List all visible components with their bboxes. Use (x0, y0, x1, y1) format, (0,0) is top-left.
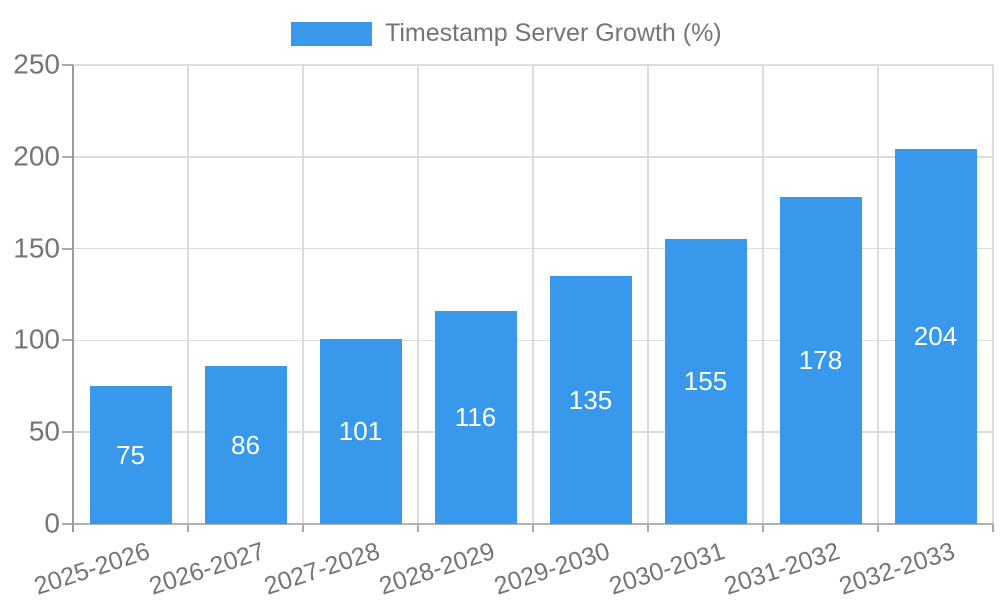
v-gridline (877, 65, 879, 524)
v-gridline (992, 65, 994, 524)
bar-value-label: 135 (568, 384, 613, 415)
x-tick-mark (532, 524, 534, 532)
y-tick-mark (62, 155, 73, 158)
plot-area: 0 50 100 150 200 250 75 86 101 116 135 155 178 204 202… (13, 48, 994, 600)
x-axis-label: 2031-2032 (720, 537, 844, 600)
v-gridline (417, 65, 419, 524)
y-tick-mark (62, 431, 73, 434)
bar[interactable]: 204 (894, 149, 977, 524)
bar-value-label: 86 (231, 429, 260, 460)
x-tick-mark (647, 524, 649, 532)
v-gridline (647, 65, 649, 524)
y-tick-mark (62, 64, 73, 66)
x-axis-label: 2027-2028 (260, 537, 384, 600)
x-tick-mark (992, 524, 994, 532)
bar[interactable]: 86 (204, 366, 287, 524)
bar[interactable]: 178 (779, 197, 862, 524)
y-tick-mark (62, 523, 73, 525)
bar[interactable]: 135 (549, 276, 632, 524)
x-tick-mark (302, 524, 304, 532)
legend-item[interactable]: Timestamp Server Growth (%) (291, 19, 722, 48)
x-axis-label: 2028-2029 (375, 537, 499, 600)
bar-value-label: 178 (798, 345, 843, 376)
v-gridline (187, 65, 189, 524)
x-axis-label: 2025-2026 (30, 537, 154, 600)
y-tick-label: 50 (28, 415, 60, 447)
y-axis-line (72, 65, 74, 532)
x-axis-label: 2032-2033 (835, 537, 959, 600)
y-tick-label: 100 (13, 323, 60, 355)
v-gridline (532, 65, 534, 524)
legend-label: Timestamp Server Growth (%) (385, 19, 722, 47)
x-tick-mark (187, 524, 189, 532)
v-gridline (302, 65, 304, 524)
bar-value-label: 204 (913, 321, 958, 352)
x-axis-label: 2026-2027 (145, 537, 269, 600)
bar-value-label: 155 (683, 366, 728, 397)
y-tick-label: 0 (44, 507, 60, 539)
y-tick-mark (62, 247, 73, 250)
y-tick-label: 250 (13, 48, 60, 80)
y-tick-mark (62, 339, 73, 342)
bar[interactable]: 155 (664, 239, 747, 524)
v-gridline (762, 65, 764, 524)
y-tick-label: 150 (13, 231, 60, 263)
x-axis-line (71, 523, 994, 525)
bar-value-label: 116 (454, 402, 497, 433)
bar[interactable]: 75 (89, 386, 172, 524)
bar-value-label: 75 (116, 439, 145, 470)
x-tick-mark (877, 524, 879, 532)
legend-swatch (291, 21, 372, 46)
bar[interactable]: 101 (319, 338, 402, 524)
x-axis-label: 2030-2031 (605, 537, 729, 600)
x-tick-mark (417, 524, 419, 532)
x-axis-label: 2029-2030 (490, 537, 614, 600)
bar[interactable]: 116 (434, 311, 517, 524)
y-tick-label: 200 (13, 140, 60, 172)
bar-value-label: 101 (338, 415, 383, 446)
x-tick-mark (762, 524, 764, 532)
